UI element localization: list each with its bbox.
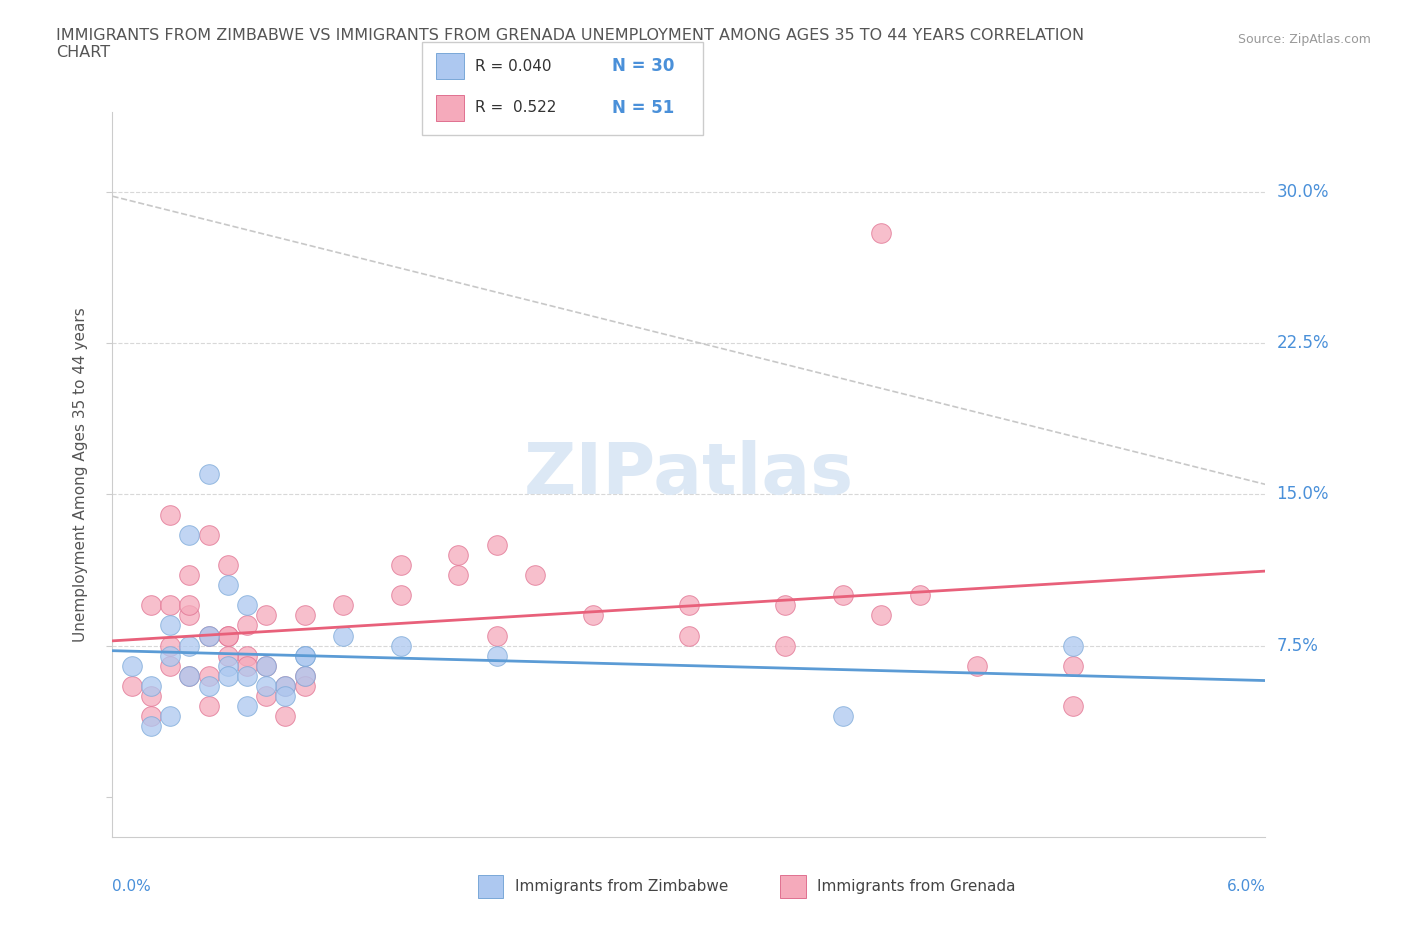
Point xyxy=(121,679,143,694)
Text: Source: ZipAtlas.com: Source: ZipAtlas.com xyxy=(1237,33,1371,46)
Point xyxy=(294,679,316,694)
Point xyxy=(1062,658,1084,673)
Point xyxy=(254,608,277,623)
Point xyxy=(254,688,277,703)
Point xyxy=(294,669,316,684)
Point xyxy=(236,618,259,633)
Y-axis label: Unemployment Among Ages 35 to 44 years: Unemployment Among Ages 35 to 44 years xyxy=(73,307,89,642)
Point xyxy=(159,618,181,633)
Point xyxy=(236,698,259,713)
Point xyxy=(236,648,259,663)
Text: Immigrants from Zimbabwe: Immigrants from Zimbabwe xyxy=(515,879,728,894)
Point xyxy=(179,527,201,542)
Point xyxy=(678,598,700,613)
Point xyxy=(197,628,219,643)
Point xyxy=(236,669,259,684)
Point xyxy=(447,567,470,582)
Text: 6.0%: 6.0% xyxy=(1226,879,1265,894)
Point xyxy=(197,628,219,643)
Text: IMMIGRANTS FROM ZIMBABWE VS IMMIGRANTS FROM GRENADA UNEMPLOYMENT AMONG AGES 35 T: IMMIGRANTS FROM ZIMBABWE VS IMMIGRANTS F… xyxy=(56,28,1084,60)
Point xyxy=(159,648,181,663)
Text: N = 30: N = 30 xyxy=(612,57,673,75)
Point xyxy=(236,658,259,673)
Point xyxy=(159,598,181,613)
Point xyxy=(870,608,893,623)
Text: Immigrants from Grenada: Immigrants from Grenada xyxy=(817,879,1015,894)
Point xyxy=(139,598,162,613)
Text: 22.5%: 22.5% xyxy=(1277,334,1329,352)
Point xyxy=(197,467,219,482)
Point xyxy=(831,709,853,724)
Point xyxy=(294,608,316,623)
Point xyxy=(217,669,239,684)
Point xyxy=(582,608,605,623)
Point xyxy=(217,578,239,592)
Point xyxy=(485,648,508,663)
Point xyxy=(389,638,412,653)
Point xyxy=(254,679,277,694)
Point xyxy=(485,538,508,552)
Point xyxy=(1062,698,1084,713)
Point xyxy=(254,658,277,673)
Point xyxy=(274,679,297,694)
Text: R = 0.040: R = 0.040 xyxy=(475,59,551,73)
Point xyxy=(179,638,201,653)
Point xyxy=(121,658,143,673)
Point xyxy=(773,598,796,613)
Point xyxy=(197,698,219,713)
Text: 30.0%: 30.0% xyxy=(1277,183,1329,201)
Point xyxy=(179,669,201,684)
Point xyxy=(332,628,354,643)
Point xyxy=(447,548,470,563)
Point xyxy=(389,558,412,573)
Point xyxy=(217,648,239,663)
Point xyxy=(179,598,201,613)
Point xyxy=(389,588,412,603)
Point xyxy=(179,567,201,582)
Point xyxy=(678,628,700,643)
Point xyxy=(485,628,508,643)
Text: ZIPatlas: ZIPatlas xyxy=(524,440,853,509)
Point xyxy=(139,679,162,694)
Text: 15.0%: 15.0% xyxy=(1277,485,1329,503)
Point xyxy=(294,648,316,663)
Point xyxy=(966,658,988,673)
Text: 7.5%: 7.5% xyxy=(1277,636,1319,655)
Point xyxy=(870,225,893,240)
Point xyxy=(159,638,181,653)
Point xyxy=(197,679,219,694)
Point xyxy=(159,507,181,522)
Point xyxy=(139,719,162,734)
Point xyxy=(294,648,316,663)
Point xyxy=(217,628,239,643)
Point xyxy=(274,679,297,694)
Point xyxy=(524,567,547,582)
Point xyxy=(236,598,259,613)
Point xyxy=(159,658,181,673)
Point xyxy=(159,709,181,724)
Point xyxy=(179,608,201,623)
Point xyxy=(139,688,162,703)
Point xyxy=(179,669,201,684)
Point xyxy=(139,709,162,724)
Point xyxy=(217,628,239,643)
Point xyxy=(1062,638,1084,653)
Point xyxy=(274,709,297,724)
Text: N = 51: N = 51 xyxy=(612,99,673,117)
Point xyxy=(217,558,239,573)
Point xyxy=(197,669,219,684)
Point xyxy=(773,638,796,653)
Text: 0.0%: 0.0% xyxy=(112,879,152,894)
Point xyxy=(217,658,239,673)
Point xyxy=(197,527,219,542)
Point xyxy=(332,598,354,613)
Point xyxy=(274,688,297,703)
Point xyxy=(294,669,316,684)
Point xyxy=(831,588,853,603)
Point xyxy=(254,658,277,673)
Text: R =  0.522: R = 0.522 xyxy=(475,100,557,115)
Point xyxy=(908,588,931,603)
